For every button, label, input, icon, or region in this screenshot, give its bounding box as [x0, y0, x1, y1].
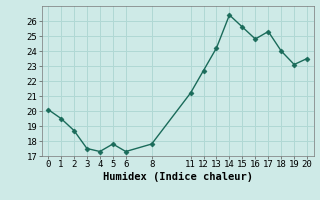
X-axis label: Humidex (Indice chaleur): Humidex (Indice chaleur): [103, 172, 252, 182]
